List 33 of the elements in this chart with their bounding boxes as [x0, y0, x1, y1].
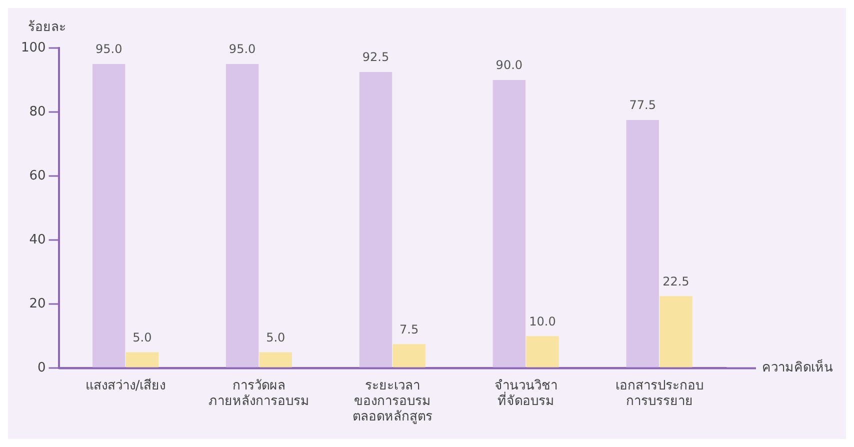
bar — [259, 352, 292, 368]
bar — [626, 120, 659, 368]
y-tick-label: 20 — [29, 296, 46, 312]
data-label: 95.0 — [228, 42, 256, 56]
data-label: 5.0 — [132, 330, 152, 344]
y-tick-label: 60 — [29, 168, 46, 184]
data-label: 5.0 — [266, 330, 286, 344]
x-tick-label: จำนวนวิชา ที่จัดอบรม — [494, 378, 558, 409]
y-tick-label: 0 — [38, 360, 46, 376]
data-label: 7.5 — [400, 322, 419, 336]
x-tick-label: เอกสารประกอบ การบรรยาย — [615, 378, 704, 409]
y-tick-label: 40 — [29, 232, 46, 248]
y-axis-title: ร้อยละ — [28, 20, 66, 35]
bar — [359, 72, 392, 368]
bar — [392, 344, 426, 368]
bar — [660, 296, 692, 368]
data-label: 77.5 — [629, 98, 656, 112]
data-label: 92.5 — [362, 50, 390, 64]
data-label: 22.5 — [662, 274, 690, 288]
bar — [126, 352, 159, 368]
data-label: 90.0 — [496, 58, 523, 72]
x-tick-label: ระยะเวลา ของการอบรม ตลอดหลักสูตร — [352, 378, 432, 425]
bar — [492, 80, 526, 368]
x-tick-label: การวัดผล ภายหลังการอบรม — [208, 378, 310, 409]
data-label: 95.0 — [95, 42, 122, 56]
x-tick-label: แสงสว่าง/เสียง — [85, 377, 166, 394]
data-label: 10.0 — [529, 314, 556, 328]
bar — [526, 336, 559, 368]
y-tick-label: 80 — [29, 104, 46, 120]
x-axis-title: ความคิดเห็น — [762, 358, 833, 376]
bar — [226, 64, 259, 368]
y-tick-label: 100 — [20, 40, 46, 56]
bar — [92, 64, 126, 368]
